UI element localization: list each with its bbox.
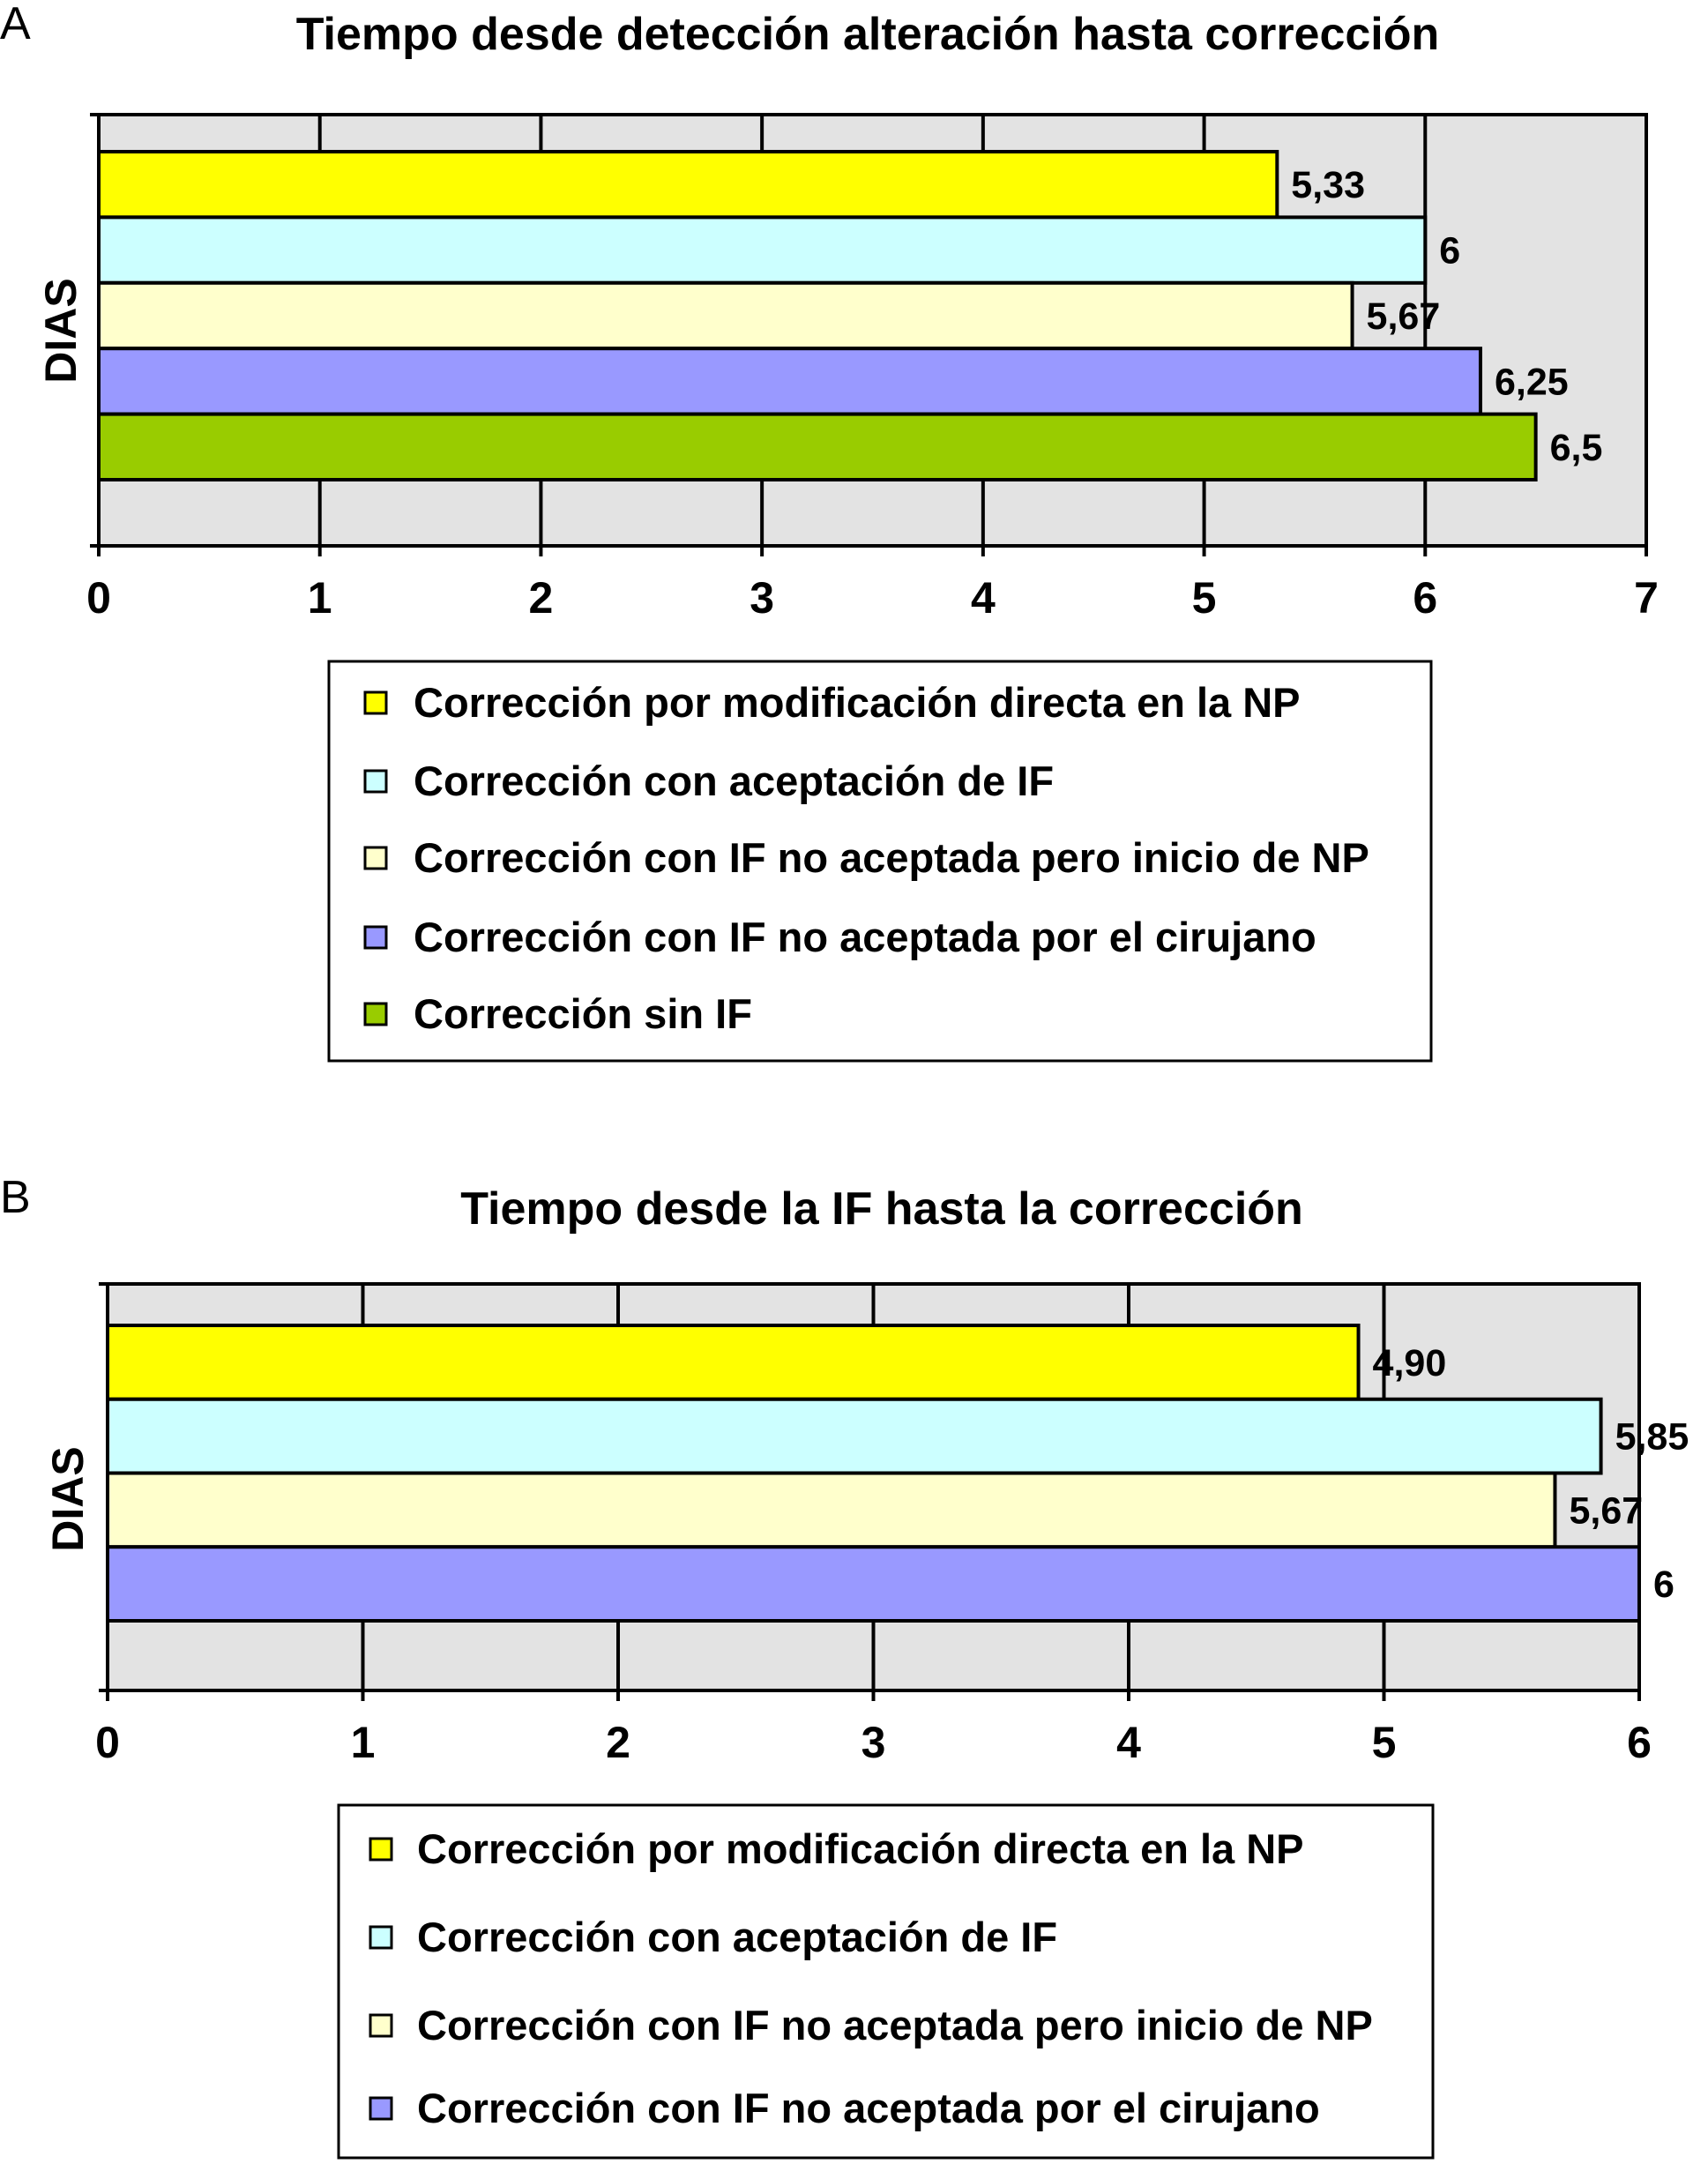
legend: Corrección por modificación directa en l… [337,1803,1435,2160]
panel-label: B [0,1172,31,1223]
legend-entry: Corrección con IF no aceptada por el cir… [414,914,1316,960]
legend-swatch [369,2013,393,2038]
x-tick-label: 5 [1192,573,1217,623]
bar [106,1471,1557,1549]
legend-entry: Corrección con aceptación de IF [414,757,1054,804]
data-label: 6 [1653,1563,1674,1606]
legend-swatch [363,769,388,794]
data-label: 5,67 [1367,295,1441,338]
data-label: 5,67 [1569,1489,1643,1532]
chart-title: Tiempo desde detección alteración hasta … [296,9,1440,60]
legend-swatch [363,846,388,870]
bar [97,150,1279,220]
legend-entry: Corrección por modificación directa en l… [414,679,1301,726]
x-tick-label: 5 [1372,1718,1397,1767]
x-tick-label: 4 [971,573,996,623]
bar [106,1397,1603,1475]
bar [106,1545,1641,1623]
bar [97,412,1538,482]
bar [97,215,1428,285]
y-axis-label: DIAS [36,278,86,383]
chart-panel-A: A Tiempo desde detección alteración hasta… [0,0,1659,1063]
chart-panel-B: B Tiempo desde la IF hasta la corrección D… [0,1172,1689,2160]
x-tick-label: 2 [529,573,554,623]
legend-swatch [369,1925,393,1950]
legend-entry: Corrección con aceptación de IF [417,1914,1057,1960]
bar [97,347,1482,416]
x-tick-label: 4 [1116,1718,1141,1767]
legend-swatch [369,1837,393,1862]
chart-title: Tiempo desde la IF hasta la corrección [460,1183,1303,1235]
legend-box [327,660,1433,1063]
legend-entry: Corrección con IF no aceptada por el cir… [417,2085,1320,2131]
x-tick-label: 1 [308,573,332,623]
legend-swatch [369,2096,393,2121]
data-label: 5,85 [1615,1416,1689,1459]
legend-swatch [363,925,388,950]
x-tick-label: 1 [351,1718,376,1767]
legend-entry: Corrección por modificación directa en l… [417,1825,1304,1872]
legend-entry: Corrección sin IF [414,990,752,1037]
legend-swatch [363,690,388,715]
data-label: 6,25 [1495,361,1569,403]
x-tick-label: 3 [750,573,774,623]
data-label: 6,5 [1550,427,1603,469]
data-label: 5,33 [1291,164,1365,206]
x-tick-label: 0 [95,1718,120,1767]
legend: Corrección por modificación directa en l… [327,660,1433,1063]
x-tick-label: 2 [606,1718,630,1767]
legend-entry: Corrección con IF no aceptada pero inici… [414,834,1369,881]
x-tick-label: 3 [861,1718,886,1767]
legend-entry: Corrección con IF no aceptada pero inici… [417,2002,1373,2048]
x-tick-label: 6 [1413,573,1437,623]
x-tick-label: 7 [1634,573,1659,623]
panel-label: A [0,0,31,49]
legend-box [337,1803,1435,2160]
y-axis-label: DIAS [43,1446,93,1551]
data-label: 4,90 [1373,1342,1447,1384]
data-label: 6 [1439,230,1460,272]
x-tick-label: 0 [86,573,111,623]
x-tick-label: 6 [1627,1718,1652,1767]
bar [97,280,1354,351]
legend-swatch [363,1002,388,1026]
bar [106,1324,1361,1401]
